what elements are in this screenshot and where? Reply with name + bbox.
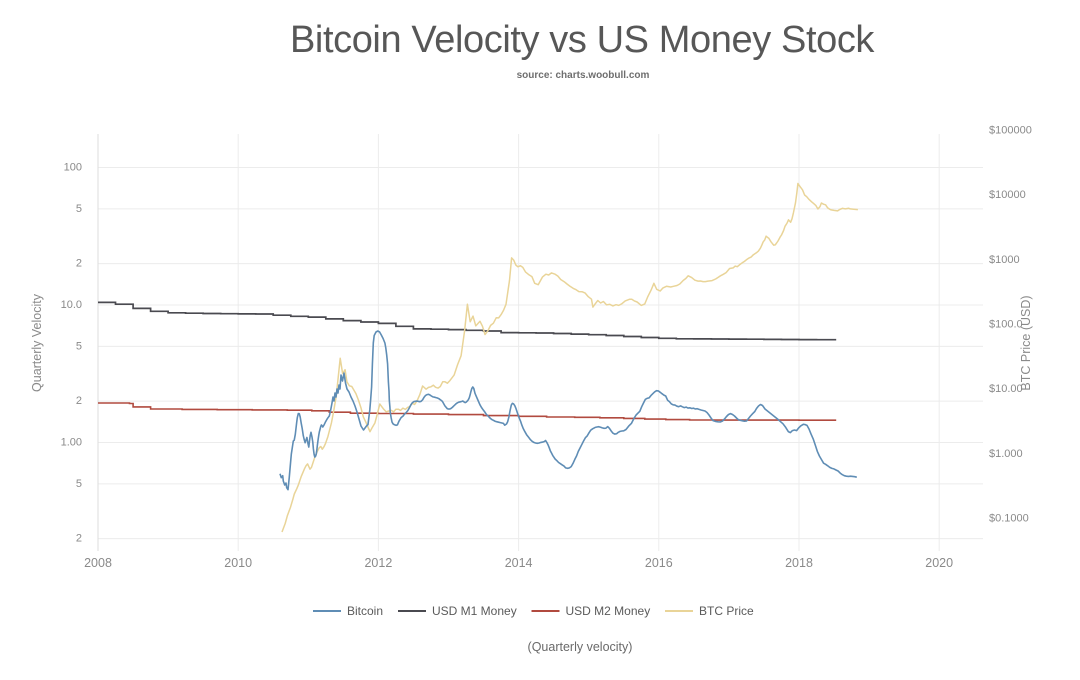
svg-text:USD M1 Money: USD M1 Money [432, 604, 517, 618]
svg-text:$10.00: $10.00 [989, 383, 1023, 395]
svg-text:2014: 2014 [505, 556, 533, 570]
svg-text:$1000: $1000 [989, 254, 1020, 266]
svg-text:2018: 2018 [785, 556, 813, 570]
svg-text:$0.1000: $0.1000 [989, 513, 1029, 525]
svg-text:2: 2 [76, 533, 82, 545]
svg-text:2: 2 [76, 258, 82, 270]
svg-text:5: 5 [76, 340, 82, 352]
svg-text:source: charts.woobull.com: source: charts.woobull.com [517, 70, 650, 81]
svg-text:BTC Price: BTC Price [699, 604, 754, 618]
svg-text:2010: 2010 [224, 556, 252, 570]
svg-text:BTC Price (USD): BTC Price (USD) [1019, 295, 1033, 390]
svg-text:$100000: $100000 [989, 124, 1032, 136]
svg-text:2016: 2016 [645, 556, 673, 570]
svg-text:Bitcoin Velocity vs US Money S: Bitcoin Velocity vs US Money Stock [290, 19, 875, 61]
svg-text:5: 5 [76, 478, 82, 490]
svg-text:$100.0: $100.0 [989, 319, 1023, 331]
svg-text:1.00: 1.00 [61, 437, 82, 449]
svg-text:Bitcoin: Bitcoin [347, 604, 383, 618]
svg-text:Quarterly Velocity: Quarterly Velocity [30, 293, 44, 392]
svg-text:$1.000: $1.000 [989, 448, 1023, 460]
svg-text:5: 5 [76, 203, 82, 215]
svg-text:2020: 2020 [925, 556, 953, 570]
svg-text:100: 100 [64, 162, 82, 174]
svg-text:10.0: 10.0 [61, 299, 82, 311]
svg-text:2: 2 [76, 395, 82, 407]
svg-text:2008: 2008 [84, 556, 112, 570]
svg-text:2012: 2012 [364, 556, 392, 570]
svg-text:$10000: $10000 [989, 189, 1026, 201]
svg-text:USD M2 Money: USD M2 Money [566, 604, 651, 618]
svg-text:(Quarterly velocity): (Quarterly velocity) [528, 640, 633, 654]
